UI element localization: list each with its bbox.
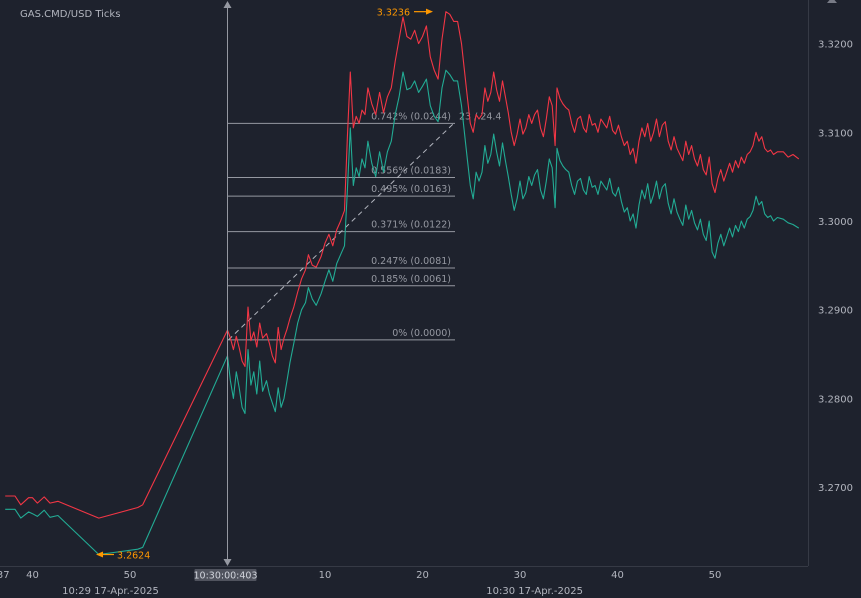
crosshair-down-arrow <box>223 559 232 566</box>
low-marker-arrowhead <box>96 551 103 558</box>
fib-level-label: 0.495% (0.0163) <box>371 184 451 195</box>
y-tick-label: 3.3100 <box>818 128 853 139</box>
fib-level-label: 0.247% (0.0081) <box>371 256 451 267</box>
x-tick-label: 37 <box>0 570 10 581</box>
x-tick-label: 40 <box>26 570 39 581</box>
fib-level-label: 0.556% (0.0183) <box>371 166 451 177</box>
fib-level-label: 0.185% (0.0061) <box>371 274 451 285</box>
x-tick-label: 50 <box>709 570 722 581</box>
fib-level-label: 0.742% (0.0244) <box>371 111 451 122</box>
fib-level-label: 0.371% (0.0122) <box>371 220 451 231</box>
x-tick-label: 40 <box>611 570 624 581</box>
x-tick-label: 20 <box>416 570 429 581</box>
price-axis-pane <box>808 0 861 598</box>
scroll-up-icon[interactable] <box>827 0 837 3</box>
fib-level-label: 0% (0.0000) <box>392 328 451 339</box>
crosshair-time-box <box>194 569 257 581</box>
x-tick-label: 10 <box>319 570 332 581</box>
chart-title: GAS.CMD/USD Ticks <box>20 9 121 20</box>
y-tick-label: 3.2800 <box>818 394 853 405</box>
bid-series-line <box>5 69 800 556</box>
high-marker-label: 3.3236 <box>377 8 410 19</box>
x-date-label: 10:30 17-Apr.-2025 <box>486 586 583 597</box>
ask-series-line <box>5 11 800 519</box>
x-date-label: 10:29 17-Apr.-2025 <box>62 586 159 597</box>
x-tick-label: 30 <box>514 570 527 581</box>
y-tick-label: 3.3000 <box>818 217 853 228</box>
high-marker-arrowhead <box>426 8 433 15</box>
y-tick-label: 3.2900 <box>818 306 853 317</box>
y-tick-label: 3.3200 <box>818 40 853 51</box>
y-tick-label: 3.2700 <box>818 483 853 494</box>
x-tick-label: 50 <box>124 570 137 581</box>
low-marker-label: 3.2624 <box>117 551 150 562</box>
trend-line <box>228 123 455 341</box>
crosshair-time-label: 10:30:00:403 <box>194 571 258 582</box>
crosshair-up-arrow <box>223 1 232 8</box>
